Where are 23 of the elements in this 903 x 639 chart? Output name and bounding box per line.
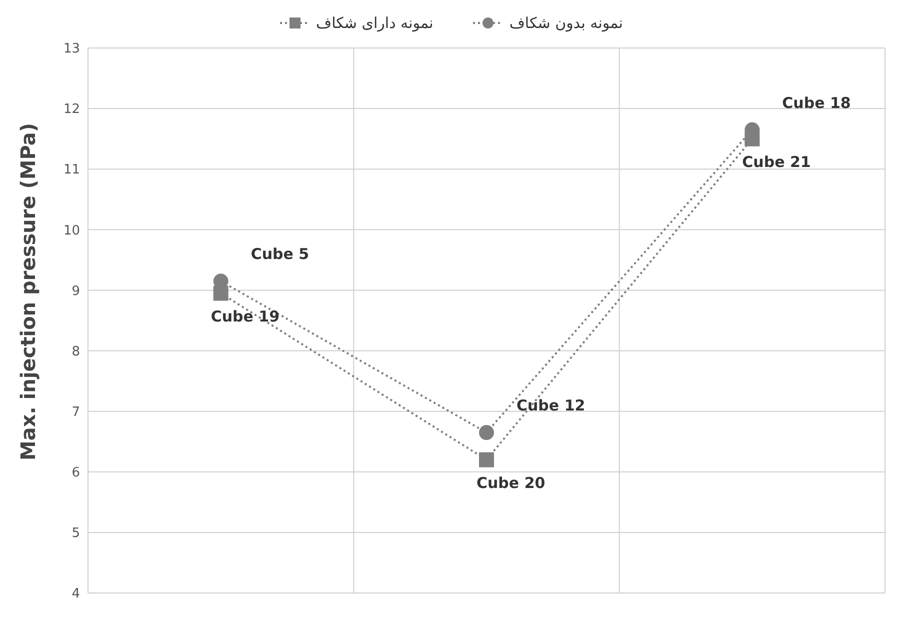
data-label: Cube 12 — [516, 396, 586, 415]
point — [479, 452, 494, 468]
legend-label: نمونه بدون شکاف — [509, 14, 623, 32]
y-tick-label: 6 — [72, 466, 80, 481]
legend-label: نمونه دارای شکاف — [316, 14, 434, 32]
y-tick-label: 9 — [72, 284, 80, 299]
point — [744, 131, 760, 146]
y-tick-label: 7 — [72, 404, 80, 420]
data-label: Cube 18 — [782, 94, 851, 112]
y-tick-label: 13 — [63, 42, 80, 57]
y-tick-label: 10 — [63, 223, 80, 238]
y-axis-title: Max. injection pressure (MPa) — [16, 122, 40, 460]
data-label: Cube 19 — [210, 307, 280, 326]
y-tick-label: 8 — [72, 344, 80, 360]
data-label: Cube 20 — [476, 474, 546, 492]
data-label: Cube 21 — [742, 152, 811, 171]
point — [213, 286, 228, 301]
y-tick-label: 11 — [63, 162, 80, 178]
y-tick-label: 5 — [72, 526, 80, 542]
data-label: Cube 5 — [250, 245, 310, 264]
point — [479, 425, 494, 440]
y-tick-label: 12 — [63, 102, 80, 118]
y-tick-label: 4 — [72, 586, 80, 602]
